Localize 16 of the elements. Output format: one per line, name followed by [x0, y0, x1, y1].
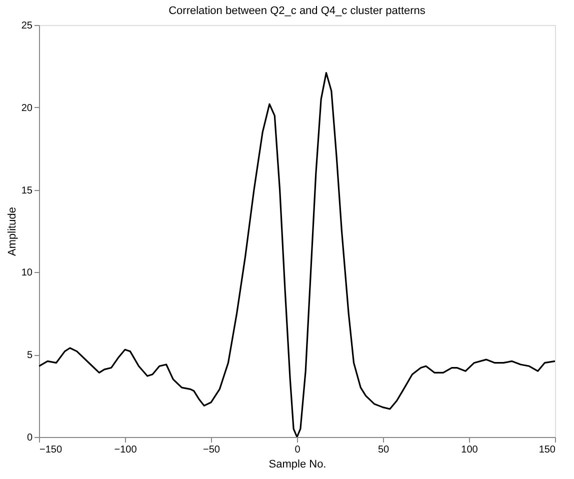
chart-title: Correlation between Q2_c and Q4_c cluster patterns	[168, 5, 426, 17]
x-axis-title: Sample No.	[268, 458, 326, 470]
x-tick-label: −150	[40, 444, 62, 456]
y-axis-title: Amplitude	[6, 207, 18, 256]
y-tick-label: 25	[21, 20, 33, 32]
x-tick-label: 50	[378, 444, 390, 456]
x-tick-label: 100	[461, 444, 478, 456]
x-tick-label: 0	[294, 444, 301, 456]
y-tick-label: 15	[21, 185, 33, 196]
y-tick-label: 20	[21, 102, 33, 114]
y-tick-label: 10	[21, 268, 33, 279]
y-tick-label: 0	[26, 432, 33, 444]
x-tick-label: −50	[203, 444, 220, 456]
x-tick-label: −100	[114, 444, 138, 456]
y-tick-label: 5	[26, 350, 33, 362]
x-tick-label: 150	[538, 444, 556, 456]
